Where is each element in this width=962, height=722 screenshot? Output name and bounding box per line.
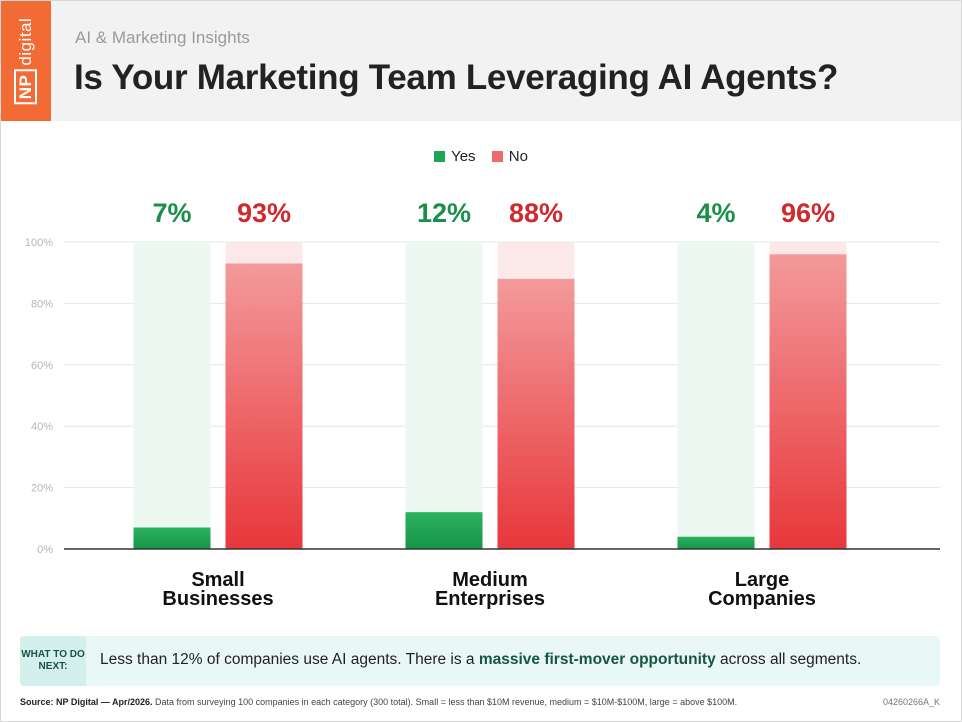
header-subtitle: AI & Marketing Insights	[75, 28, 250, 47]
y-tick-label-60: 60%	[31, 360, 53, 372]
category-label-0-line-0: Small	[191, 569, 244, 591]
y-tick-label-0: 0%	[37, 544, 53, 556]
category-label-2-line-0: Large	[735, 569, 789, 591]
source-bold: Source: NP Digital — Apr/2026.	[20, 697, 153, 707]
legend-label-yes: Yes	[451, 148, 476, 165]
bar-track-yes-0	[133, 242, 211, 549]
data-label-no-2: 96%	[781, 198, 835, 228]
bar-no-0	[225, 263, 303, 549]
callout-text-bold: massive first-mover opportunity	[478, 651, 716, 668]
legend-label-no: No	[508, 148, 528, 165]
y-tick-label-80: 80%	[31, 298, 53, 310]
bar-yes-2	[677, 536, 755, 549]
data-label-no-1: 88%	[509, 198, 563, 228]
legend-item-no: No	[491, 148, 528, 165]
data-label-no-0: 93%	[237, 198, 291, 228]
np-digital-logo: NPdigital	[1, 1, 51, 121]
callout-tag: WHAT TO DO NEXT:	[20, 636, 86, 686]
header-banner	[1, 1, 961, 121]
legend-swatch-no	[491, 151, 503, 162]
source-text: Data from surveying 100 companies in eac…	[152, 697, 738, 707]
source-note: Source: NP Digital — Apr/2026. Data from…	[20, 697, 737, 707]
bar-no-1	[497, 278, 575, 549]
y-tick-label-20: 20%	[31, 483, 53, 495]
category-label-1-line-0: Medium	[452, 569, 528, 591]
category-label-0-line-1: Businesses	[162, 588, 273, 610]
legend-item-yes: Yes	[434, 148, 476, 165]
bar-track-yes-1	[405, 242, 483, 549]
bar-yes-1	[405, 512, 483, 549]
chart-legend: Yes No	[0, 148, 962, 166]
bar-no-2	[769, 254, 847, 549]
callout-text: Less than 12% of companies use AI agents…	[100, 651, 861, 669]
page-title: Is Your Marketing Team Leveraging AI Age…	[74, 58, 839, 97]
document-code: 04260266A_K	[882, 697, 940, 707]
legend-swatch-yes	[434, 151, 446, 162]
category-label-1-line-1: Enterprises	[435, 588, 545, 610]
callout-text-before: Less than 12% of companies use AI agents…	[100, 651, 479, 668]
data-label-yes-1: 12%	[417, 198, 471, 228]
callout-text-after: across all segments.	[715, 651, 862, 668]
what-to-do-next-callout: WHAT TO DO NEXT: Less than 12% of compan…	[20, 636, 940, 686]
y-tick-label-40: 40%	[31, 421, 53, 433]
category-label-2-line-1: Companies	[708, 588, 816, 610]
y-tick-label-100: 100%	[25, 237, 53, 249]
data-label-yes-0: 7%	[152, 198, 191, 228]
bar-yes-0	[133, 527, 211, 549]
data-label-yes-2: 4%	[696, 198, 735, 228]
bar-track-yes-2	[677, 242, 755, 549]
